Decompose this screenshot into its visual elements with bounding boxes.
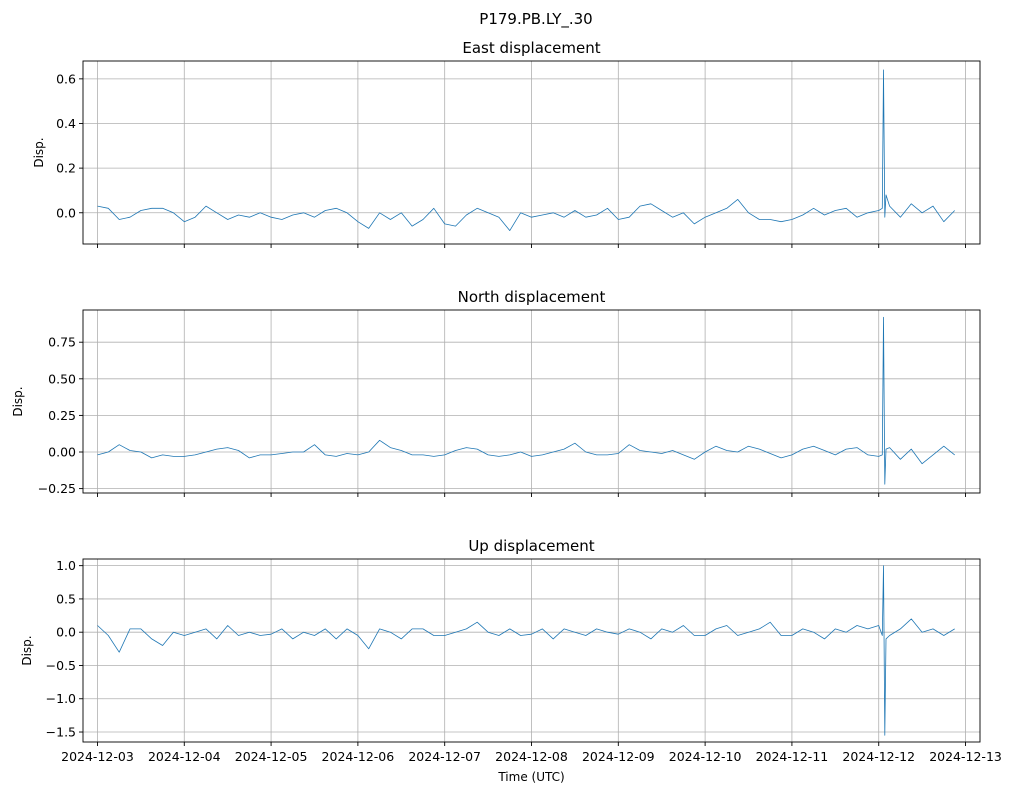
plot-frame-east [82, 60, 981, 245]
y-tick-label: −0.5 [46, 658, 76, 673]
plot-frame-north [82, 309, 981, 494]
x-axis-label: Time (UTC) [497, 770, 564, 784]
figure-title: P179.PB.LY_.30 [479, 10, 592, 29]
y-tick-label: 1.0 [56, 558, 76, 573]
panel-title-up: Up displacement [468, 537, 594, 555]
y-tick-label: 0.00 [48, 445, 76, 460]
y-tick-label: 0.75 [48, 335, 76, 350]
y-tick-label: 0.0 [56, 205, 76, 220]
panel-title-east: East displacement [462, 39, 600, 57]
chart-panels: East displacement0.00.20.40.6Disp.North … [11, 39, 1002, 784]
x-tick-label: 2024-12-11 [756, 749, 829, 764]
x-tick-label: 2024-12-03 [61, 749, 134, 764]
panel-east: East displacement 0.0 0.2 0.4 0.6 Disp. [32, 39, 981, 248]
panel-up: Up displacement −1.5 −1.0 −0.5 0.0 0.5 1.0 Disp… [20, 537, 1002, 784]
plot-frame-up [82, 558, 981, 743]
x-tick-label: 2024-12-09 [582, 749, 655, 764]
y-axis-label-up: Disp. [20, 635, 34, 665]
y-tick-label: −1.5 [46, 725, 76, 740]
x-tick-label: 2024-12-06 [322, 749, 395, 764]
y-tick-label: 0.4 [56, 116, 76, 131]
x-tick-label: 2024-12-05 [235, 749, 308, 764]
x-tick-label: 2024-12-04 [148, 749, 221, 764]
y-tick-label: −1.0 [46, 691, 76, 706]
series-line-north [97, 316, 955, 485]
y-tick-label: −0.25 [38, 481, 76, 496]
y-tick-label: 0.50 [48, 371, 76, 386]
y-tick-label: 0.0 [56, 625, 76, 640]
y-tick-label: 0.2 [56, 161, 76, 176]
series-line-up [97, 565, 955, 736]
y-axis-label-north: Disp. [11, 386, 25, 416]
y-tick-label: 0.6 [56, 71, 76, 86]
x-tick-label: 2024-12-10 [669, 749, 742, 764]
panel-north: North displacement −0.25 0.00 0.25 0.50 0.75 D… [11, 288, 981, 497]
x-tick-label: 2024-12-12 [842, 749, 915, 764]
x-tick-label: 2024-12-13 [929, 749, 1002, 764]
y-axis-label-east: Disp. [32, 137, 46, 167]
x-tick-label: 2024-12-07 [408, 749, 481, 764]
y-tick-label: 0.5 [56, 591, 76, 606]
y-tick-label: 0.25 [48, 408, 76, 423]
series-line-east [97, 69, 955, 232]
x-tick-label: 2024-12-08 [495, 749, 568, 764]
panel-title-north: North displacement [458, 288, 606, 306]
